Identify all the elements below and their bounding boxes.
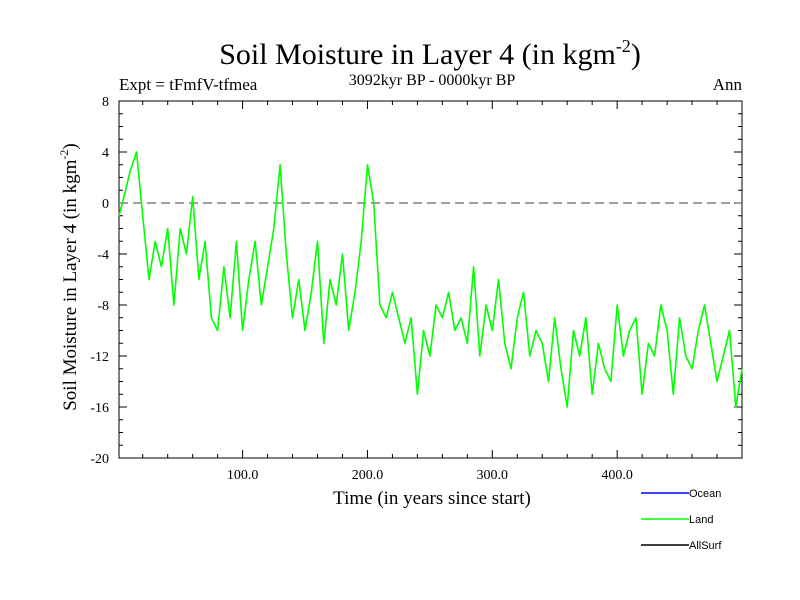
y-tick-label: -20 <box>90 452 109 467</box>
axis-ticks <box>119 100 742 459</box>
x-tick-label: 400.0 <box>601 468 633 483</box>
x-axis-label: Time (in years since start) <box>333 488 531 509</box>
legend: Ocean Land AllSurf <box>641 488 722 552</box>
y-tick-label: -16 <box>90 401 109 416</box>
chart-title-text: Soil Moisture in Layer 4 (in kgm <box>219 38 616 71</box>
y-tick-labels: 8 4 0 -4 -8 -12 -16 -20 <box>90 95 109 467</box>
y-tick-label: 8 <box>102 95 109 110</box>
data-series <box>118 151 743 408</box>
x-tick-label: 200.0 <box>352 468 384 483</box>
y-axis-label: Soil Moisture in Layer 4 (in kgm-2) <box>57 143 81 411</box>
y-tick-label: -12 <box>90 350 109 365</box>
chart-title: Soil Moisture in Layer 4 (in kgm-2) <box>219 36 641 71</box>
x-tick-label: 100.0 <box>227 468 259 483</box>
y-tick-label: -8 <box>97 299 109 314</box>
legend-label-allsurf: AllSurf <box>689 540 722 552</box>
y-tick-label: -4 <box>97 248 109 263</box>
chart-title-sup: -2 <box>616 36 631 56</box>
y-tick-label: 4 <box>102 146 109 161</box>
plot-frame <box>118 100 743 459</box>
y-axis-label-text: Soil Moisture in Layer 4 (in kgm <box>60 159 81 410</box>
chart-title-close: ) <box>631 38 641 71</box>
legend-label-land: Land <box>689 514 713 526</box>
experiment-label: Expt = tFmfV-tfmea <box>119 75 258 94</box>
season-label: Ann <box>713 75 743 94</box>
x-tick-labels: 100.0 200.0 300.0 400.0 <box>227 468 633 483</box>
y-axis-label-close: ) <box>60 143 81 149</box>
y-tick-label: 0 <box>102 197 109 212</box>
chart-subtitle: 3092kyr BP - 0000kyr BP <box>349 72 516 89</box>
series-line-land <box>118 151 743 408</box>
y-axis-label-sup: -2 <box>57 150 71 160</box>
legend-label-ocean: Ocean <box>689 488 721 500</box>
x-tick-label: 300.0 <box>477 468 509 483</box>
